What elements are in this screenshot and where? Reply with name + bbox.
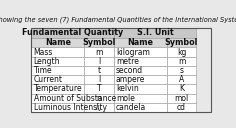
Text: metre: metre <box>116 57 139 66</box>
Bar <box>31 57 84 66</box>
Text: mole: mole <box>116 94 135 103</box>
Text: ampere: ampere <box>116 75 145 84</box>
Text: m: m <box>95 47 103 57</box>
Text: Current: Current <box>34 75 63 84</box>
Text: l: l <box>98 57 100 66</box>
Text: t: t <box>97 66 101 75</box>
Bar <box>31 47 84 57</box>
Text: kilogram: kilogram <box>116 47 150 57</box>
Text: Symbol: Symbol <box>82 38 116 47</box>
Text: Name: Name <box>127 38 153 47</box>
Text: Luminous Intensity: Luminous Intensity <box>34 103 106 112</box>
Bar <box>84 38 114 47</box>
Text: Time: Time <box>34 66 52 75</box>
Bar <box>31 38 84 47</box>
Bar <box>31 66 84 75</box>
Bar <box>167 94 196 103</box>
Bar <box>167 66 196 75</box>
Bar <box>167 57 196 66</box>
Text: kg: kg <box>177 47 186 57</box>
Bar <box>114 47 167 57</box>
Bar <box>167 38 196 47</box>
Bar <box>31 103 84 112</box>
Text: Fundamental Quantity: Fundamental Quantity <box>22 29 123 38</box>
Bar <box>31 94 84 103</box>
Text: Symbol: Symbol <box>165 38 198 47</box>
Text: s: s <box>179 66 183 75</box>
Text: K: K <box>179 84 184 93</box>
Bar <box>84 84 114 94</box>
Text: Amount of Substance: Amount of Substance <box>34 94 116 103</box>
Text: cd: cd <box>177 103 186 112</box>
Bar <box>84 103 114 112</box>
Bar <box>84 47 114 57</box>
Bar <box>114 94 167 103</box>
Bar <box>84 94 114 103</box>
Bar <box>84 57 114 66</box>
Bar <box>84 66 114 75</box>
Bar <box>31 84 84 94</box>
Bar <box>167 103 196 112</box>
Bar <box>84 75 114 84</box>
Text: $I_v$: $I_v$ <box>95 101 103 114</box>
Text: A: A <box>179 75 184 84</box>
Bar <box>114 103 167 112</box>
Text: Length: Length <box>34 57 60 66</box>
Bar <box>114 38 167 47</box>
Text: Name: Name <box>45 38 71 47</box>
Text: I: I <box>98 75 100 84</box>
Bar <box>167 47 196 57</box>
Bar <box>167 75 196 84</box>
Bar <box>114 57 167 66</box>
Bar <box>114 84 167 94</box>
Text: n: n <box>97 94 101 103</box>
Text: Table 1 showing the seven (7) Fundamental Quantities of the International System: Table 1 showing the seven (7) Fundamenta… <box>0 17 236 23</box>
Text: mol: mol <box>174 94 189 103</box>
Text: Mass: Mass <box>34 47 53 57</box>
Text: kelvin: kelvin <box>116 84 139 93</box>
Bar <box>31 75 84 84</box>
Bar <box>31 28 114 38</box>
Bar <box>114 28 196 38</box>
Bar <box>114 66 167 75</box>
Bar <box>167 84 196 94</box>
Text: Temperature: Temperature <box>34 84 82 93</box>
Text: T: T <box>97 84 101 93</box>
Text: second: second <box>116 66 143 75</box>
Text: candela: candela <box>116 103 146 112</box>
Text: S.I. Unit: S.I. Unit <box>137 29 173 38</box>
Bar <box>114 75 167 84</box>
Text: m: m <box>178 57 185 66</box>
Bar <box>31 28 211 112</box>
